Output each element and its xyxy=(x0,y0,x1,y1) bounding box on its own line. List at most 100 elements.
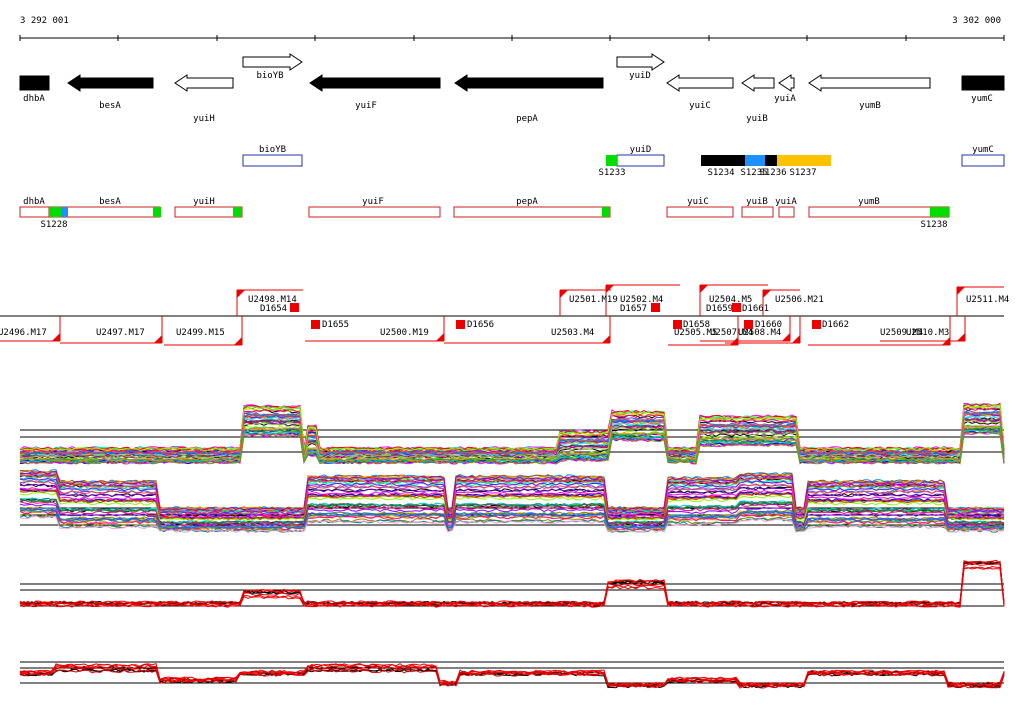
forward-site-block xyxy=(777,155,831,166)
forward-site-block xyxy=(701,155,745,166)
lower-segment-flag xyxy=(52,333,60,341)
forward-transcript-label-bioYB: bioYB xyxy=(259,145,286,155)
lower-segment-label: U2497.M17 xyxy=(96,328,145,338)
lower-segment-label: U2505.M5 xyxy=(674,328,717,338)
lower-segment-label: U2503.M4 xyxy=(551,328,594,338)
expression-profile-line xyxy=(19,560,1005,605)
upper-d-label: D1659 xyxy=(706,304,733,314)
expression-profile-panel-1 xyxy=(19,402,1005,465)
expression-profile-line xyxy=(19,411,1005,455)
lower-segment-label: U2499.M15 xyxy=(176,328,225,338)
upper-d-label: D1657 xyxy=(620,304,647,314)
lower-segment-flag xyxy=(957,333,965,341)
expression-profile-line xyxy=(19,404,1005,452)
expression-profile-line xyxy=(19,501,1005,526)
forward-transcript-label-yuiD: yuiD xyxy=(630,145,652,155)
gene-arrow-yumB xyxy=(808,74,931,92)
upper-segment-flag xyxy=(700,285,708,293)
gene-arrow-yuiD xyxy=(616,53,665,71)
expression-profile-line xyxy=(19,560,1005,605)
lower-d-label: D1655 xyxy=(322,320,349,330)
reverse-transcript-label-dhbA: dhbA xyxy=(23,197,45,207)
upper-d-label: D1661 xyxy=(742,304,769,314)
expression-profile-line xyxy=(20,403,1005,451)
forward-transcript-yuiD xyxy=(616,154,665,167)
forward-transcript-yumC xyxy=(961,154,1005,167)
gene-label-yuiD: yuiD xyxy=(629,71,651,81)
reverse-transcript-label-yuiH: yuiH xyxy=(193,197,215,207)
ruler-ticks xyxy=(19,35,1005,41)
reverse-transcript-label-yuiA: yuiA xyxy=(775,197,797,207)
lower-d-label: D1656 xyxy=(467,320,494,330)
forward-site-label: S1236 xyxy=(759,168,786,178)
lower-segment-label: U2509.M4 xyxy=(880,328,923,338)
upper-segment-flag xyxy=(237,290,245,298)
upper-segment-label: U2504.M5 xyxy=(709,295,752,305)
gene-label-bioYB: bioYB xyxy=(256,71,283,81)
gene-label-yuiC: yuiC xyxy=(689,101,711,111)
lower-d-marker xyxy=(311,320,320,329)
expression-profile-line xyxy=(19,470,1005,511)
upper-segment-flag xyxy=(560,290,568,298)
reverse-transcript-pepA xyxy=(453,206,611,218)
gene-arrow-yuiH xyxy=(174,74,234,92)
expression-profile-line xyxy=(19,515,1004,534)
expression-profile-line xyxy=(19,419,1005,459)
expression-profile-line xyxy=(19,498,1005,525)
forward-site-label: S1237 xyxy=(789,168,816,178)
upper-segment-label: U2498.M14 xyxy=(248,295,297,305)
gene-label-pepA: pepA xyxy=(516,114,538,124)
reverse-transcript-yuiF xyxy=(308,206,441,218)
expression-profile-line xyxy=(19,666,1005,688)
reverse-site-block xyxy=(49,207,61,217)
gene-arrow-dhbA xyxy=(19,75,50,91)
lower-d-label: D1662 xyxy=(822,320,849,330)
gene-label-yuiH: yuiH xyxy=(193,114,215,124)
lower-segment-label: U2500.M19 xyxy=(380,328,429,338)
lower-d-marker xyxy=(744,320,753,329)
gene-arrow-yumC xyxy=(961,75,1005,91)
gene-arrow-bioYB xyxy=(242,53,303,71)
gene-annotation-track: dhbA besA yuiH bioYB yuiF pepA yuiD yuiC yuiB yui… xyxy=(19,53,1005,124)
expression-profile-line xyxy=(19,404,1005,452)
reverse-site-block xyxy=(930,207,949,217)
reverse-transcript-yuiC xyxy=(666,206,734,218)
reverse-transcript-label-yuiB: yuiB xyxy=(746,197,768,207)
lower-segment-label: U2496.M17 xyxy=(0,328,47,338)
reverse-transcript-yuiA xyxy=(778,206,795,218)
segmentation-track: U2498.M14 U2501.M19 U2502.M4 U2504.M5 U2506.… xyxy=(0,284,1009,346)
lower-d-marker xyxy=(812,320,821,329)
expression-profile-line xyxy=(19,662,1005,686)
expression-profile-line xyxy=(19,491,1005,522)
expression-profile-line xyxy=(19,563,1005,607)
expression-profile-line xyxy=(19,402,1005,451)
gene-arrow-yuiC xyxy=(666,74,734,92)
expression-profile-line xyxy=(19,559,1005,605)
reverse-site-block xyxy=(153,207,161,217)
reverse-transcript-dhbA xyxy=(19,206,50,218)
lower-segment-flag xyxy=(154,335,162,343)
forward-site-block xyxy=(765,155,777,166)
upper-d-marker xyxy=(651,303,660,312)
reverse-transcript-track: dhbA besA yuiH yuiF pepA yuiC yuiB yuiA yumB S122… xyxy=(19,197,950,230)
lower-d-label: D1658 xyxy=(683,320,710,330)
lower-segment-label: U2510.M3 xyxy=(906,328,949,338)
gene-label-yuiF: yuiF xyxy=(355,101,377,111)
upper-segment-flag xyxy=(763,290,771,298)
lower-segment-label: U2508.M4 xyxy=(738,328,781,338)
reverse-transcript-yuiH xyxy=(174,206,243,218)
upper-segment-label: U2511.M4 xyxy=(966,295,1009,305)
expression-profile-line xyxy=(19,480,1005,516)
forward-site-label: S1234 xyxy=(707,168,734,178)
expression-profile-line xyxy=(19,486,1005,519)
upper-segment-label: U2506.M21 xyxy=(775,295,824,305)
forward-transcript-label-yumC: yumC xyxy=(972,145,994,155)
gene-arrow-pepA xyxy=(454,74,604,92)
lower-segment-label: U2507.M4 xyxy=(710,328,753,338)
lower-d-marker xyxy=(673,320,682,329)
lower-segment-flag xyxy=(602,335,610,343)
reverse-transcript-label-pepA: pepA xyxy=(516,197,538,207)
reverse-transcript-label-besA: besA xyxy=(99,197,121,207)
